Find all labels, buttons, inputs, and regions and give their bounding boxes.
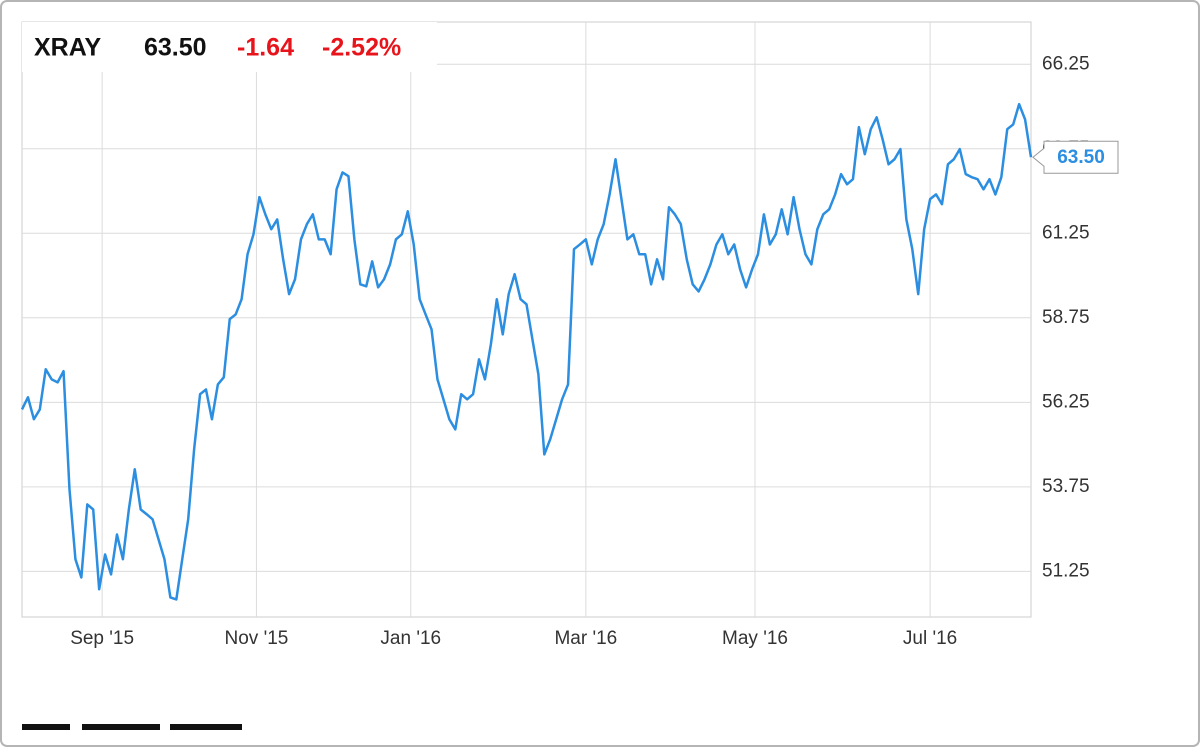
x-tick-label: May '16 <box>722 628 788 649</box>
ticker: XRAY <box>34 34 101 62</box>
x-tick-label: Jul '16 <box>903 628 957 649</box>
x-tick-label: Sep '15 <box>70 628 134 649</box>
plot-area <box>21 21 1032 618</box>
source-bar <box>22 724 70 730</box>
price-tag <box>1032 140 1119 174</box>
y-tick-label: 61.25 <box>1042 222 1090 243</box>
y-tick-label: 53.75 <box>1042 476 1090 497</box>
header-box <box>22 22 437 72</box>
y-tick-label: 56.25 <box>1042 391 1090 412</box>
x-tick-label: Jan '16 <box>380 628 441 649</box>
y-tick-label: 51.25 <box>1042 560 1090 581</box>
y-tick-label: 66.25 <box>1042 53 1090 74</box>
price: 63.50 <box>144 34 207 62</box>
price-line <box>20 102 1033 601</box>
change: -1.64 <box>237 34 294 62</box>
x-tick-label: Nov '15 <box>225 628 289 649</box>
source-bar <box>82 724 160 730</box>
x-tick-label: Mar '16 <box>554 628 617 649</box>
change-pct: -2.52% <box>322 34 401 62</box>
price-tag-label: 63.50 <box>1057 147 1105 168</box>
y-tick-label: 58.75 <box>1042 307 1090 328</box>
source-bar <box>170 724 242 730</box>
